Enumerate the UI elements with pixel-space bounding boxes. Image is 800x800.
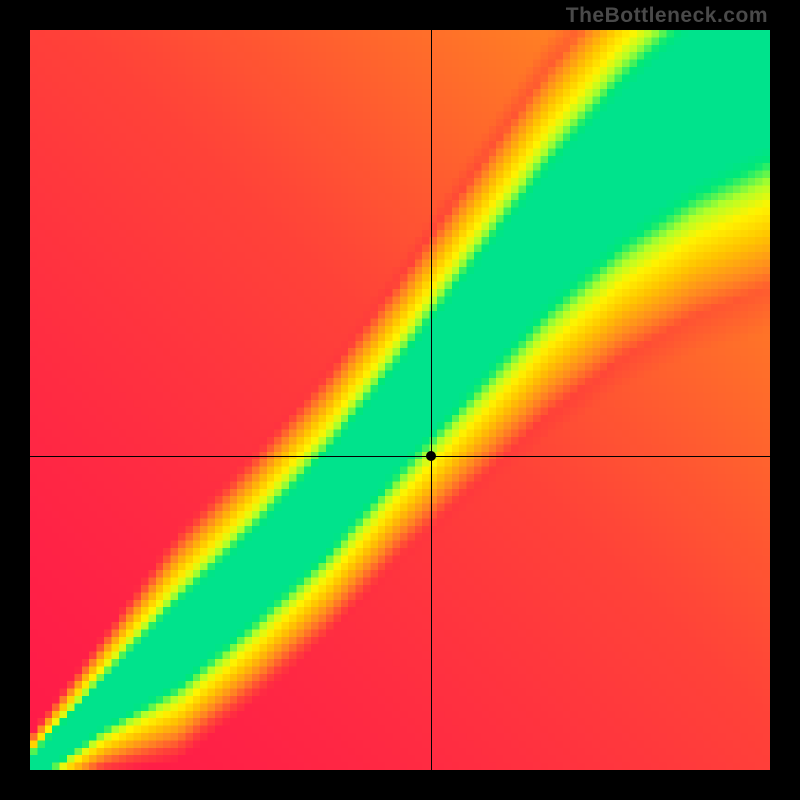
crosshair-vertical bbox=[431, 30, 432, 770]
crosshair-horizontal bbox=[30, 456, 770, 457]
watermark-text: TheBottleneck.com bbox=[566, 4, 768, 28]
bottleneck-heatmap bbox=[30, 30, 770, 770]
chart-container: TheBottleneck.com bbox=[0, 0, 800, 800]
